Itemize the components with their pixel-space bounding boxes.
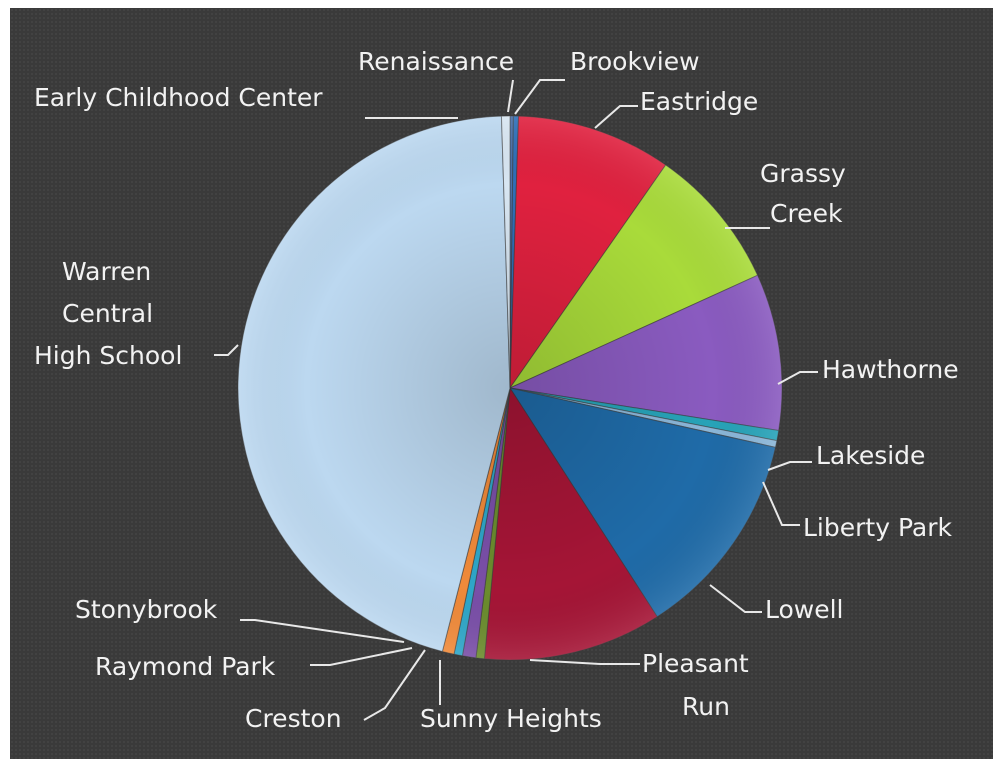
label-creston: Creston: [245, 704, 342, 733]
leader-liberty-park: [762, 481, 800, 526]
label-hawthorne: Hawthorne: [822, 355, 959, 384]
label-renaissance: Renaissance: [358, 47, 514, 76]
leader-lines: [214, 79, 818, 721]
label-warren-line2: Central: [62, 299, 153, 328]
leader-pleasant-run: [529, 659, 640, 665]
leader-lakeside: [767, 461, 812, 471]
label-brookview: Brookview: [570, 47, 700, 76]
label-warren-line3: High School: [34, 341, 182, 370]
label-pleasant-run-line2: Run: [682, 692, 730, 721]
leader-stonybrook: [240, 619, 405, 643]
label-raymond-park: Raymond Park: [95, 652, 276, 681]
leader-eastridge: [594, 105, 638, 129]
label-stonybrook: Stonybrook: [75, 595, 218, 624]
leader-hawthorne: [777, 371, 818, 385]
leader-creston: [363, 649, 426, 721]
label-grassy-creek-line1: Grassy: [760, 159, 846, 188]
pie-slices: [237, 115, 783, 661]
label-lakeside: Lakeside: [816, 441, 925, 470]
label-liberty-park: Liberty Park: [803, 513, 952, 542]
leader-brookview: [514, 79, 565, 115]
label-warren-line1: Warren: [62, 257, 151, 286]
label-eastridge: Eastridge: [640, 87, 758, 116]
label-early-childhood: Early Childhood Center: [34, 83, 323, 112]
label-pleasant-run-line1: Pleasant: [642, 649, 749, 678]
label-sunny-heights: Sunny Heights: [420, 704, 602, 733]
leader-warren-central: [214, 344, 239, 356]
leader-renaissance: [507, 79, 514, 113]
leader-raymond-park: [310, 647, 413, 666]
label-grassy-creek-line2: Creek: [770, 199, 843, 228]
label-lowell: Lowell: [765, 595, 844, 624]
leader-lowell: [709, 584, 762, 613]
